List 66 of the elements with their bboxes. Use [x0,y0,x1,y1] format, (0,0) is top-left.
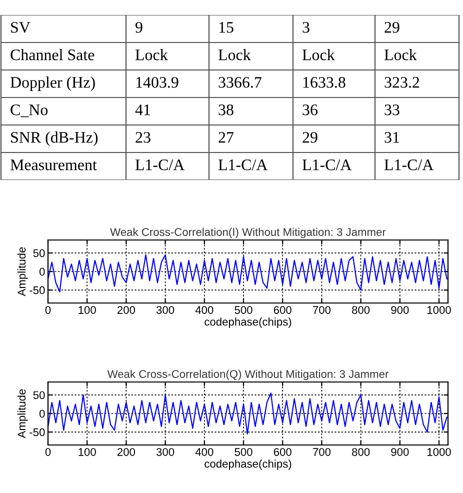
text: Lock [135,49,168,60]
text: 36 [302,104,318,116]
x-tick-label: 100 [78,448,96,456]
text: 33 [384,104,400,116]
x-tick-label: 500 [234,448,252,456]
line-series [48,254,448,292]
text: 31 [384,132,400,143]
category-label: 9 [136,22,142,33]
x-tick-label: 600 [274,448,292,456]
x-tick-label: 400 [195,306,214,314]
x-tick-label: 300 [156,448,174,456]
text: Lock [384,49,417,60]
text: 41 [135,104,150,116]
category-label: 15 [219,22,234,33]
chart-title: Weak Cross-Correlation(I) Without Mitigation: 3 Jammer [110,228,386,238]
text: L1-C/A [218,160,268,170]
y-axis-title: Amplitude [17,389,28,438]
x-tick-label: 100 [78,306,96,314]
y-tick-label: -50 [30,428,45,436]
category-label: Doppler (Hz) [10,76,95,91]
category-label: SNR (dB-Hz) [11,132,98,146]
x-tick-label: 1000 [427,306,451,314]
text: 38 [218,104,234,116]
x-tick-label: 900 [391,306,409,314]
line-series [48,392,448,434]
x-tick-label: 800 [352,306,370,314]
y-tick-label: 50 [33,249,45,258]
x-tick-label: 200 [117,448,136,456]
x-tick-label: 900 [391,448,409,456]
category-label: Measurement [10,160,97,170]
x-tick-label: 200 [117,306,136,314]
y-tick-label: 0 [39,268,45,276]
text: 23 [136,132,150,143]
chart-title: Weak Cross-Correlation(Q) Without Mitigation: 3 Jammer [107,370,389,380]
category-label: 3 [302,22,310,33]
y-tick-label: 0 [39,410,45,418]
x-tick-label: 600 [274,306,292,314]
y-tick-label: -50 [30,286,45,294]
text: 1633.8 [303,76,346,88]
text: L1-C/A [384,160,434,170]
category-label: C_No [10,104,48,118]
x-tick-label: 400 [195,448,214,456]
y-axis-title: Amplitude [17,247,28,296]
x-axis-title: codephase(chips) [204,460,292,470]
x-tick-label: 0 [45,448,51,456]
x-tick-label: 700 [313,448,331,456]
category-label: SV [11,22,30,33]
x-tick-label: 800 [352,448,370,456]
x-tick-label: 300 [156,306,174,314]
x-tick-label: 500 [234,306,252,314]
text: 27 [218,132,234,143]
x-tick-label: 0 [45,306,51,314]
x-axis-title: codephase(chips) [204,318,292,328]
text: Lock [302,49,335,60]
category-label: 29 [384,22,400,33]
y-tick-label: 50 [33,391,45,400]
text: 1403.9 [136,76,178,88]
text: 3366.7 [218,77,262,88]
text: L1-C/A [135,160,185,170]
text: 323.2 [384,77,420,88]
x-tick-label: 700 [313,306,331,314]
text: L1-C/A [302,160,352,170]
x-tick-label: 1000 [427,448,451,456]
text: 29 [302,132,318,143]
text: Lock [218,49,251,60]
category-label: Channel Sate [10,49,94,60]
